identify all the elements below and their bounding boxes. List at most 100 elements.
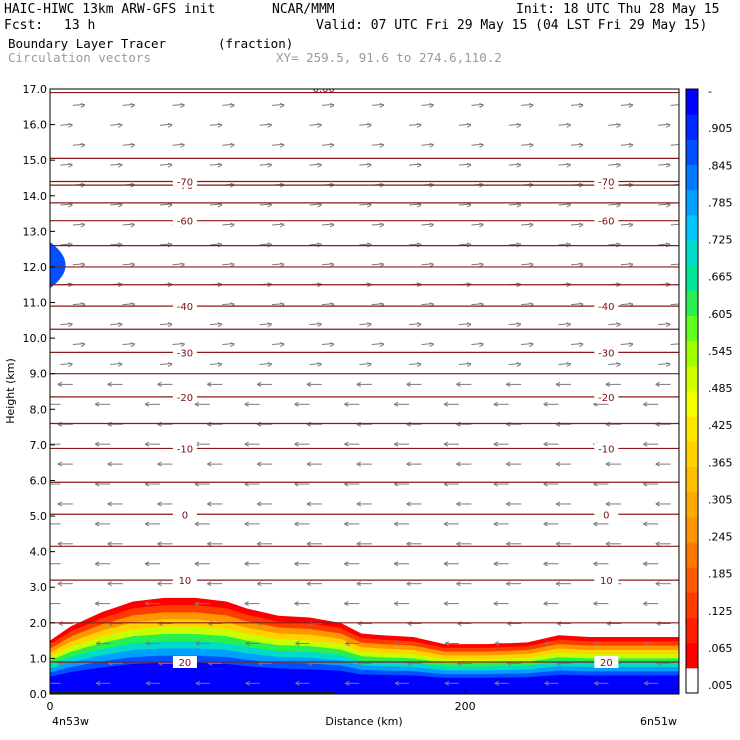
- colorbar-label: .365: [708, 456, 733, 469]
- vector-arrowhead: [555, 501, 561, 507]
- vector-arrowhead: [493, 441, 498, 447]
- vector-arrowhead: [516, 362, 521, 367]
- vector-arrowhead: [655, 461, 660, 467]
- contour-label: 0: [603, 510, 609, 521]
- vector-arrowhead: [230, 102, 235, 108]
- contour-label-bg: [172, 346, 197, 359]
- vector-arrowhead: [493, 401, 498, 407]
- vector-arrowhead: [594, 680, 599, 686]
- vector-arrowhead: [493, 561, 498, 567]
- colorbar-label: .725: [708, 234, 733, 247]
- vector-arrowhead: [145, 641, 151, 646]
- vector-arrowhead: [393, 441, 399, 447]
- vector-arrowhead: [279, 222, 285, 228]
- vector-arrowhead: [443, 521, 449, 527]
- contour-label: -30: [598, 348, 614, 359]
- y-tick-label: 0.0: [30, 688, 48, 701]
- vector-arrowhead: [429, 222, 434, 228]
- vector-arrowhead: [555, 461, 561, 467]
- vector-arrowhead: [117, 362, 123, 367]
- contour-label: -30: [177, 348, 193, 359]
- vector-arrowhead: [306, 381, 312, 387]
- colorbar-label: -: [708, 85, 712, 98]
- vector-arrowhead: [644, 641, 649, 646]
- vector-arrowhead: [145, 680, 151, 686]
- vector-arrowhead: [643, 441, 648, 447]
- vector-arrowhead: [466, 322, 472, 328]
- vector-arrowhead: [406, 541, 411, 547]
- vector-arrowhead: [57, 501, 63, 507]
- vector-arrowhead: [345, 641, 350, 646]
- colorbar-swatch: [686, 391, 698, 417]
- contour-label: -70: [598, 178, 614, 189]
- vector-arrowhead: [628, 222, 634, 228]
- y-tick-label: 16.0: [23, 119, 48, 132]
- vector-arrowhead: [367, 122, 372, 128]
- vector-arrowhead: [616, 362, 621, 367]
- vector-arrowhead: [643, 401, 648, 407]
- vector-arrowhead: [494, 680, 499, 686]
- vector-arrowhead: [456, 381, 461, 387]
- y-tick-label: 12.0: [23, 261, 48, 274]
- vector-arrowhead: [605, 501, 611, 507]
- vector-arrowhead: [207, 381, 212, 387]
- vector-arrowhead: [207, 461, 212, 467]
- vector-arrowhead: [356, 541, 361, 547]
- vector-arrowhead: [130, 342, 135, 347]
- vector-arrowhead: [566, 362, 571, 367]
- vector-arrowhead: [95, 641, 101, 646]
- vector-arrowhead: [180, 102, 185, 108]
- vector-arrowhead: [167, 122, 173, 128]
- colorbar-label: .065: [708, 642, 733, 655]
- vector-arrowhead: [194, 561, 200, 567]
- vector-arrowhead: [356, 581, 361, 587]
- contour-label-bg: [594, 574, 619, 587]
- y-tick-label: 15.0: [23, 154, 48, 167]
- vector-arrowhead: [317, 122, 322, 128]
- vector-arrowhead: [506, 461, 511, 467]
- vector-arrowhead: [194, 401, 200, 407]
- vector-arrowhead: [444, 680, 450, 686]
- temperature-contour: [50, 395, 679, 398]
- contour-label: -10: [598, 444, 614, 455]
- vector-arrowhead: [80, 142, 86, 148]
- vector-arrowhead: [406, 461, 411, 467]
- vector-arrowhead: [544, 680, 549, 686]
- vector-arrowhead: [466, 162, 472, 168]
- contour-label: -40: [598, 302, 614, 313]
- vector-arrowhead: [578, 102, 584, 108]
- contour-label: 0: [182, 510, 188, 521]
- vector-arrowhead: [180, 142, 185, 148]
- colorbar-label: .425: [708, 419, 733, 432]
- colorbar-label: .305: [708, 493, 733, 506]
- colorbar-swatch: [686, 89, 698, 115]
- vector-arrowhead: [543, 401, 548, 407]
- vector-arrowhead: [117, 162, 123, 168]
- vector-arrowhead: [130, 142, 135, 148]
- vector-arrowhead: [95, 680, 101, 686]
- vector-arrowhead: [593, 521, 598, 527]
- vector-arrowhead: [479, 342, 484, 347]
- colorbar-label: .245: [708, 531, 733, 544]
- vector-arrowhead: [416, 162, 422, 168]
- vector-arrowhead: [593, 601, 598, 607]
- vector-arrowhead: [256, 381, 262, 387]
- contour-label: 10: [600, 576, 613, 587]
- colorbar-swatch: [686, 542, 698, 568]
- vector-arrowhead: [543, 441, 548, 447]
- temperature-contour: [50, 265, 679, 268]
- vector-arrowhead: [456, 581, 461, 587]
- contour-label-bg: [172, 175, 197, 188]
- circulation-vector: [670, 303, 679, 306]
- vector-arrowhead: [107, 541, 112, 547]
- vector-arrowhead: [628, 342, 634, 347]
- colorbar-swatch: [686, 315, 698, 342]
- vector-arrowhead: [406, 381, 411, 387]
- field1-units: (fraction): [218, 36, 294, 51]
- vector-arrowhead: [294, 561, 299, 567]
- vector-arrowhead: [317, 162, 322, 168]
- vector-arrowhead: [94, 401, 100, 407]
- colorbar-swatch: [686, 340, 698, 367]
- vector-arrowhead: [306, 461, 312, 467]
- vector-arrowhead: [267, 122, 272, 128]
